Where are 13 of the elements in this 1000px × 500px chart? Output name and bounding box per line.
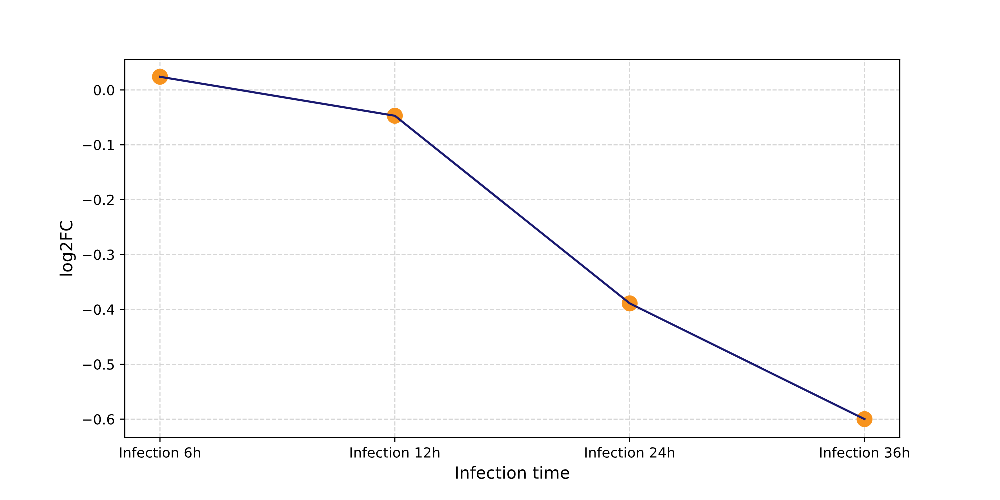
x-tick-label: Infection 36h bbox=[820, 447, 910, 458]
y-tick-label: −0.1 bbox=[83, 140, 114, 151]
y-tick-label: −0.4 bbox=[83, 304, 114, 316]
x-tick-label: Infection 12h bbox=[350, 447, 440, 458]
y-tick-label: −0.5 bbox=[83, 359, 114, 370]
y-tick-label: −0.2 bbox=[83, 194, 114, 206]
y-axis-title: log2FC bbox=[60, 221, 76, 276]
x-tick-label: Infection 24h bbox=[586, 447, 674, 458]
y-tick-label: 0.0 bbox=[94, 85, 114, 96]
x-tick-label: Infection 6h bbox=[120, 447, 200, 458]
y-tick-label: −0.3 bbox=[83, 250, 114, 260]
y-tick-label: −0.6 bbox=[83, 414, 114, 425]
x-axis-title: Infection time bbox=[456, 466, 570, 480]
